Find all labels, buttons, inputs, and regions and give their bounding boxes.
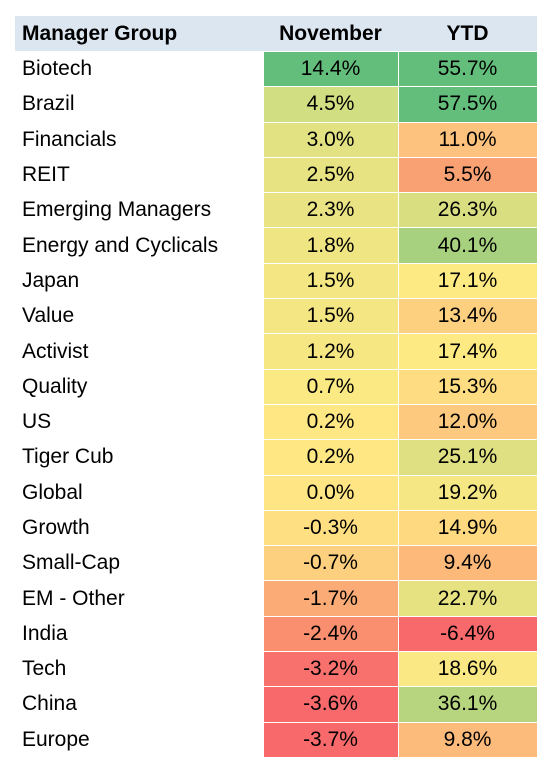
november-value-cell: 0.2%: [262, 439, 399, 476]
table-row: China -3.6% 36.1%: [15, 686, 538, 723]
manager-group-cell: Europe: [15, 722, 263, 758]
november-value-cell: -1.7%: [262, 580, 399, 617]
table-row: REIT 2.5% 5.5%: [15, 156, 538, 194]
performance-table-container: Manager Group November YTD Biotech 14.4% 5…: [15, 16, 538, 758]
table-row: Energy and Cyclicals 1.8% 40.1%: [15, 227, 538, 264]
table-row: Japan 1.5% 17.1%: [15, 262, 538, 300]
ytd-value-cell: 19.2%: [397, 474, 538, 511]
november-value-cell: 0.7%: [262, 368, 399, 405]
november-value-cell: 3.0%: [262, 121, 399, 158]
ytd-value-cell: 22.7%: [397, 580, 538, 617]
manager-group-cell: Quality: [15, 369, 263, 405]
november-value-cell: 14.4%: [262, 50, 399, 88]
table-row: US 0.2% 12.0%: [15, 403, 538, 441]
table-row: Europe -3.7% 9.8%: [15, 721, 538, 758]
november-value-cell: 2.3%: [262, 192, 399, 229]
table-row: Tiger Cub 0.2% 25.1%: [15, 439, 538, 476]
november-value-cell: 1.8%: [262, 227, 399, 264]
header-november: November: [263, 16, 398, 52]
ytd-value-cell: 18.6%: [397, 651, 538, 688]
ytd-value-cell: 5.5%: [397, 156, 538, 194]
november-value-cell: 1.2%: [262, 333, 399, 370]
header-manager-group: Manager Group: [15, 16, 263, 52]
table-row: Value 1.5% 13.4%: [15, 298, 538, 335]
ytd-value-cell: 25.1%: [397, 439, 538, 476]
manager-group-cell: Energy and Cyclicals: [15, 227, 263, 264]
manager-group-cell: Activist: [15, 333, 263, 370]
november-value-cell: -3.7%: [262, 721, 399, 758]
november-value-cell: -0.7%: [262, 545, 399, 582]
table-body: Biotech 14.4% 55.7% Brazil 4.5% 57.5% Financia…: [15, 50, 538, 758]
manager-group-cell: Global: [15, 475, 263, 511]
ytd-value-cell: 40.1%: [397, 227, 538, 264]
november-value-cell: 0.2%: [262, 403, 399, 441]
table-row: India -2.4% -6.4%: [15, 615, 538, 653]
ytd-value-cell: 11.0%: [397, 121, 538, 158]
manager-group-cell: Value: [15, 298, 263, 335]
table-row: EM - Other -1.7% 22.7%: [15, 580, 538, 617]
ytd-value-cell: 17.1%: [397, 262, 538, 300]
ytd-value-cell: 13.4%: [397, 298, 538, 335]
november-value-cell: 2.5%: [262, 156, 399, 194]
table-row: Biotech 14.4% 55.7%: [15, 50, 538, 88]
manager-group-cell: REIT: [15, 157, 263, 194]
ytd-value-cell: 9.4%: [397, 545, 538, 582]
manager-group-cell: Tech: [15, 651, 263, 688]
ytd-value-cell: 26.3%: [397, 192, 538, 229]
manager-group-cell: Tiger Cub: [15, 439, 263, 476]
manager-group-cell: Financials: [15, 122, 263, 158]
table-row: Global 0.0% 19.2%: [15, 474, 538, 511]
table-row: Activist 1.2% 17.4%: [15, 333, 538, 370]
ytd-value-cell: 57.5%: [397, 86, 538, 123]
table-row: Tech -3.2% 18.6%: [15, 651, 538, 688]
header-ytd: YTD: [398, 16, 537, 52]
november-value-cell: 4.5%: [262, 86, 399, 123]
manager-group-cell: Small-Cap: [15, 545, 263, 582]
november-value-cell: -0.3%: [262, 509, 399, 547]
table-row: Growth -0.3% 14.9%: [15, 509, 538, 547]
november-value-cell: -3.6%: [262, 686, 399, 723]
november-value-cell: 0.0%: [262, 474, 399, 511]
ytd-value-cell: 12.0%: [397, 403, 538, 441]
manager-group-cell: Japan: [15, 263, 263, 300]
november-value-cell: 1.5%: [262, 298, 399, 335]
manager-group-cell: Brazil: [15, 86, 263, 123]
ytd-value-cell: 15.3%: [397, 368, 538, 405]
manager-group-cell: China: [15, 686, 263, 723]
table-row: Brazil 4.5% 57.5%: [15, 86, 538, 123]
ytd-value-cell: 36.1%: [397, 686, 538, 723]
table-row: Financials 3.0% 11.0%: [15, 121, 538, 158]
table-header-row: Manager Group November YTD: [15, 16, 537, 52]
ytd-value-cell: 17.4%: [397, 333, 538, 370]
performance-table: Manager Group November YTD Biotech 14.4% 5…: [15, 16, 538, 758]
ytd-value-cell: 9.8%: [397, 721, 538, 758]
november-value-cell: -3.2%: [262, 651, 399, 688]
ytd-value-cell: -6.4%: [397, 615, 538, 653]
manager-group-cell: Emerging Managers: [15, 192, 263, 229]
manager-group-cell: EM - Other: [15, 580, 263, 617]
ytd-value-cell: 14.9%: [397, 509, 538, 547]
manager-group-cell: US: [15, 404, 263, 441]
november-value-cell: 1.5%: [262, 262, 399, 300]
ytd-value-cell: 55.7%: [397, 50, 538, 88]
manager-group-cell: Growth: [15, 510, 263, 547]
november-value-cell: -2.4%: [262, 615, 399, 653]
manager-group-cell: Biotech: [15, 51, 263, 88]
table-row: Emerging Managers 2.3% 26.3%: [15, 192, 538, 229]
manager-group-cell: India: [15, 616, 263, 653]
table-row: Small-Cap -0.7% 9.4%: [15, 545, 538, 582]
table-row: Quality 0.7% 15.3%: [15, 368, 538, 405]
